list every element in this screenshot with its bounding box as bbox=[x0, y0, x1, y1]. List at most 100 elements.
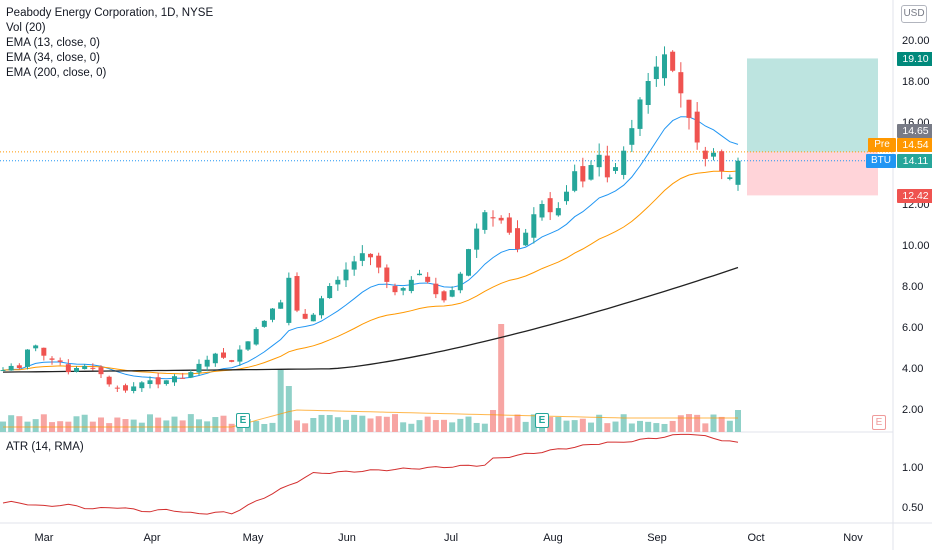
volume-bar bbox=[40, 414, 47, 432]
candle-body bbox=[523, 232, 529, 246]
target-price-tag: 19.10 bbox=[897, 52, 932, 66]
candle-body bbox=[65, 364, 71, 373]
candle-body bbox=[0, 370, 6, 372]
symbol-title[interactable]: Peabody Energy Corporation, 1D, NYSE bbox=[6, 7, 214, 19]
volume-bar bbox=[277, 370, 284, 432]
volume-bar bbox=[400, 422, 407, 432]
candle-body bbox=[131, 386, 137, 391]
volume-bar bbox=[351, 414, 358, 432]
volume-bar bbox=[702, 423, 709, 432]
candle-body bbox=[253, 329, 259, 345]
volume-bar bbox=[343, 419, 349, 432]
candle-body bbox=[237, 349, 243, 362]
volume-bar bbox=[318, 414, 325, 432]
candle-body bbox=[515, 228, 520, 250]
candle-body bbox=[539, 204, 545, 218]
candle-body bbox=[294, 276, 300, 311]
currency-button[interactable]: USD bbox=[901, 5, 927, 23]
candle-body bbox=[662, 54, 667, 79]
volume-bar bbox=[547, 416, 554, 432]
volume-bar bbox=[579, 418, 586, 432]
candle-body bbox=[604, 155, 610, 178]
candle-body bbox=[302, 313, 308, 319]
candle-body bbox=[735, 160, 741, 185]
atr-axis-label: 1.00 bbox=[902, 462, 923, 474]
candle-body bbox=[466, 249, 471, 276]
ema13-price-tag: 14.65 bbox=[897, 124, 932, 138]
volume-bar bbox=[522, 421, 529, 432]
candle-body bbox=[8, 365, 14, 371]
ema34-label[interactable]: EMA (34, close, 0) bbox=[6, 52, 100, 64]
volume-bar bbox=[228, 423, 235, 432]
candle-body bbox=[384, 267, 390, 282]
candle-body bbox=[702, 150, 708, 159]
candle-body bbox=[555, 208, 561, 216]
candle-body bbox=[547, 198, 553, 213]
volume-bar bbox=[253, 421, 260, 432]
candle-body bbox=[686, 99, 692, 118]
volume-bar bbox=[32, 419, 39, 432]
volume-bar bbox=[171, 416, 178, 432]
volume-indicator-label[interactable]: Vol (20) bbox=[6, 22, 46, 34]
candle-body bbox=[376, 255, 382, 268]
volume-bar bbox=[457, 418, 464, 432]
candle-body bbox=[457, 273, 463, 291]
candle-body bbox=[221, 352, 226, 358]
candle-body bbox=[498, 217, 504, 221]
chart-legend: Peabody Energy Corporation, 1D, NYSE Vol… bbox=[6, 6, 213, 81]
volume-bar bbox=[383, 416, 390, 432]
candle-body bbox=[694, 111, 700, 143]
atr-pane bbox=[2, 433, 739, 515]
volume-bar bbox=[653, 423, 660, 432]
candle-body bbox=[278, 302, 284, 309]
volume-bar bbox=[555, 416, 562, 432]
ema200-line bbox=[2, 266, 739, 373]
volume-bar bbox=[408, 423, 415, 432]
volume-bar bbox=[114, 417, 121, 432]
candle-body bbox=[155, 377, 161, 385]
volume-bar bbox=[122, 419, 129, 432]
volume-bar bbox=[285, 386, 292, 432]
ema200-label[interactable]: EMA (200, close, 0) bbox=[6, 67, 107, 79]
volume-bar bbox=[563, 420, 570, 432]
candle-body bbox=[196, 363, 202, 373]
risk-reward-tool[interactable] bbox=[0, 58, 893, 196]
volume-bar bbox=[677, 415, 684, 432]
volume-bar bbox=[612, 421, 619, 432]
candle-body bbox=[400, 288, 406, 291]
time-axis-label: Oct bbox=[747, 532, 764, 544]
ema13-line bbox=[2, 116, 739, 380]
atr-indicator-label[interactable]: ATR (14, RMA) bbox=[6, 441, 84, 453]
candle-body bbox=[653, 66, 659, 80]
candle-body bbox=[106, 376, 112, 385]
time-axis-label: Jul bbox=[444, 532, 458, 544]
time-axis-label: Nov bbox=[843, 532, 863, 544]
candle-body bbox=[49, 358, 55, 360]
earnings-icon-upcoming[interactable]: E bbox=[872, 415, 886, 430]
volume-bar bbox=[465, 416, 472, 432]
time-axis-label: Jun bbox=[338, 532, 356, 544]
earnings-icon[interactable]: E bbox=[236, 413, 250, 428]
earnings-icon[interactable]: E bbox=[535, 413, 549, 428]
candle-body bbox=[441, 291, 447, 301]
premarket-label: Pre bbox=[868, 138, 896, 152]
volume-bar bbox=[155, 417, 162, 432]
candle-body bbox=[425, 276, 431, 282]
volume-bar bbox=[571, 420, 578, 432]
candle-body bbox=[33, 345, 39, 349]
price-axis-label: 8.00 bbox=[902, 281, 923, 293]
volume-bar bbox=[686, 414, 692, 432]
ema13-label[interactable]: EMA (13, close, 0) bbox=[6, 37, 100, 49]
volume-bar bbox=[187, 414, 194, 432]
volume-bar bbox=[530, 414, 537, 432]
candle-body bbox=[41, 347, 47, 356]
volume-bar bbox=[506, 417, 513, 432]
volume-bar bbox=[449, 422, 456, 432]
candle-body bbox=[139, 382, 145, 389]
volume-bar bbox=[481, 423, 488, 432]
volume-bar bbox=[441, 419, 447, 432]
volume-bar bbox=[310, 417, 317, 432]
volume-bar bbox=[620, 414, 627, 432]
